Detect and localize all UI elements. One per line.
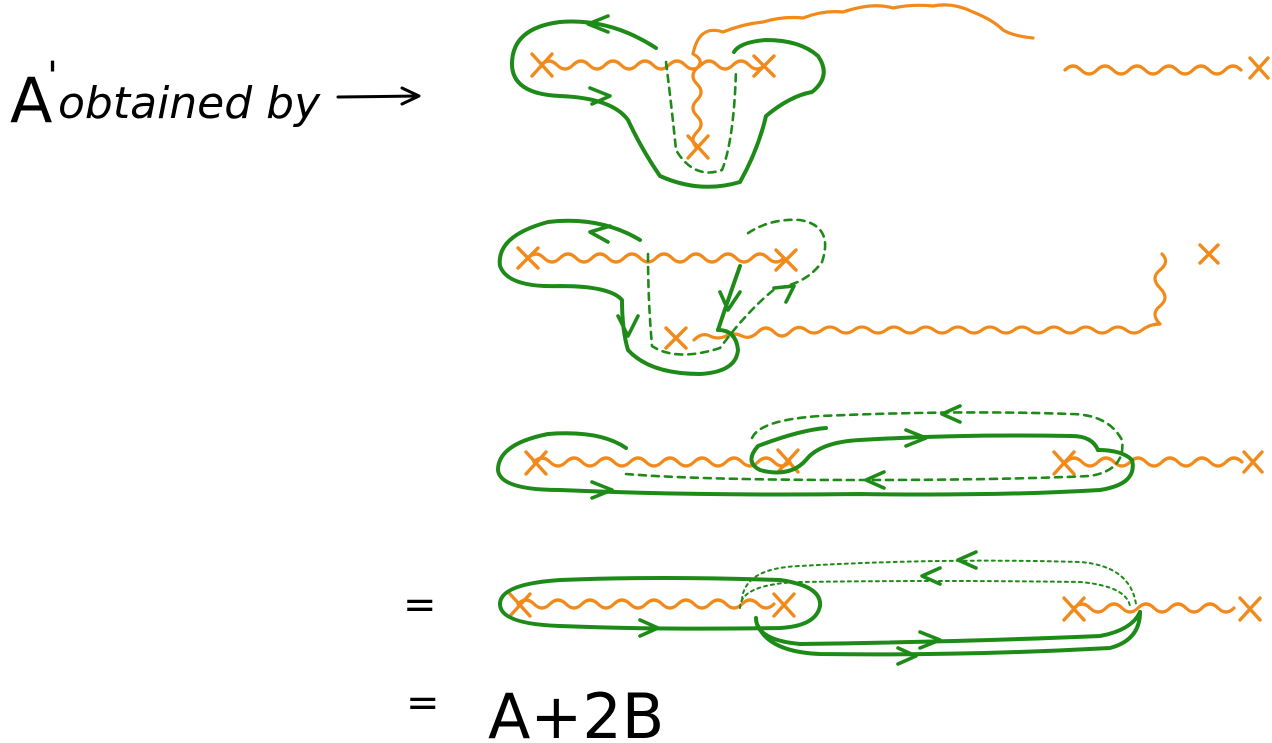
right-arrow-icon — [336, 86, 421, 106]
branch-cut — [516, 598, 776, 610]
branch-point-cross-icon — [516, 246, 540, 270]
contour-direction-arrow-icon — [772, 284, 796, 304]
contour-direction-arrow-icon — [920, 566, 942, 586]
branch-cut — [1064, 456, 1244, 468]
label-A: A — [10, 64, 52, 137]
contour-direction-arrow-icon — [586, 14, 610, 34]
contour-loop — [496, 431, 1135, 497]
row-1-diagram — [510, 3, 1270, 189]
contour-direction-arrow-icon — [918, 630, 942, 650]
row-2-diagram — [497, 218, 1220, 376]
contour-direction-arrow-icon — [956, 550, 978, 570]
branch-point-cross-icon — [1052, 450, 1076, 476]
branch-cut — [526, 252, 786, 264]
contour-direction-arrow-icon — [896, 646, 918, 666]
equals-sign: = — [406, 680, 440, 726]
equals-sign: = — [403, 582, 437, 628]
branch-point-cross-icon — [752, 54, 776, 78]
contour-direction-arrow-icon — [638, 618, 660, 638]
branch-point-cross-icon — [530, 52, 554, 78]
contour-loop-hidden — [624, 411, 1124, 482]
contour-loop — [749, 426, 1100, 475]
contour-direction-arrow-icon — [588, 86, 612, 106]
contour-loop — [754, 610, 1142, 646]
branch-cut — [532, 456, 792, 468]
contour-loop — [716, 264, 742, 332]
branch-point-cross-icon — [1238, 596, 1262, 622]
branch-point-cross-icon — [1198, 243, 1220, 265]
left-label: A ' obtained by — [10, 54, 421, 137]
contour-direction-arrow-icon — [588, 224, 612, 244]
branch-cut — [539, 59, 767, 71]
branch-point-cross-icon — [1062, 596, 1086, 622]
branch-point-cross-icon — [774, 248, 798, 272]
contour-loop — [756, 610, 1142, 657]
row-4-diagram: = — [403, 550, 1262, 666]
contour-direction-arrow-icon — [864, 470, 886, 490]
branch-cut — [1072, 602, 1236, 614]
branch-point-cross-icon — [664, 326, 688, 350]
contour-loop — [497, 218, 740, 376]
contour-direction-arrow-icon — [616, 314, 640, 338]
branch-cut — [692, 252, 1168, 342]
contour-direction-arrow-icon — [940, 404, 962, 424]
branch-point-cross-icon — [1248, 56, 1270, 80]
contour-direction-arrow-icon — [904, 428, 928, 448]
contour-loop — [510, 19, 826, 189]
label-obtained-by: obtained by — [58, 78, 321, 129]
branch-cut — [691, 3, 1035, 150]
contour-loop — [498, 576, 823, 631]
result-expression: A+2B — [488, 680, 664, 743]
contour-loop-hidden — [741, 559, 1137, 605]
branch-point-cross-icon — [772, 592, 796, 618]
branch-cut — [1063, 64, 1243, 76]
branch-point-cross-icon — [524, 450, 548, 476]
contour-direction-arrow-icon — [590, 480, 614, 500]
contour-loop-hidden — [664, 60, 738, 174]
branch-point-cross-icon — [686, 134, 710, 160]
label-prime: ' — [47, 54, 58, 100]
branch-point-cross-icon — [508, 592, 532, 618]
contour-direction-arrow-icon — [718, 290, 742, 312]
row-3-diagram — [496, 404, 1264, 500]
contour-loop-hidden — [646, 218, 827, 356]
result-line: = A+2B — [406, 680, 664, 743]
branch-point-cross-icon — [1242, 450, 1264, 474]
